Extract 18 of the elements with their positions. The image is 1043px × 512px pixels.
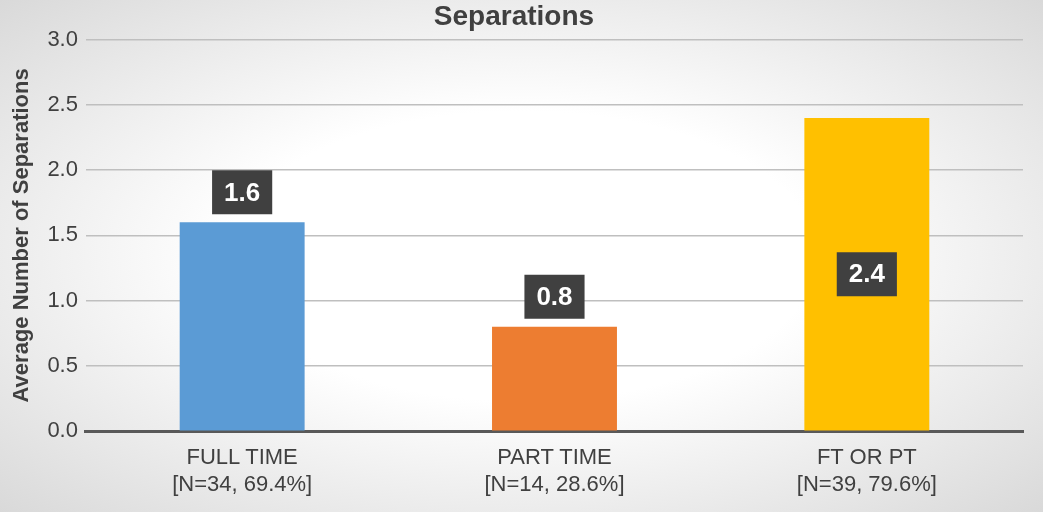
x-tick-label: FULL TIME [N=34, 69.4%]	[172, 444, 313, 496]
y-tick-label: 1.0	[47, 286, 78, 312]
y-tick-label: 0.0	[47, 417, 78, 443]
data-label: 1.6	[224, 176, 261, 207]
x-tick-label: PART TIME [N=14, 28.6%]	[484, 444, 625, 496]
y-tick-label: 2.0	[47, 156, 78, 182]
x-tick-label: FT OR PT [N=39, 79.6%]	[796, 444, 937, 496]
chart-title: Separations	[433, 0, 595, 31]
y-tick-label: 0.5	[47, 352, 78, 377]
y-tick-label: 2.5	[47, 90, 78, 116]
data-label: 0.8	[536, 280, 573, 311]
bar	[804, 117, 930, 431]
y-tick-label: 3.0	[47, 25, 78, 51]
bar	[179, 222, 305, 431]
y-axis-title: Average Number of Separations	[8, 68, 34, 403]
bar	[492, 326, 617, 431]
y-tick-label: 1.5	[47, 221, 78, 247]
data-label: 2.4	[848, 258, 886, 289]
